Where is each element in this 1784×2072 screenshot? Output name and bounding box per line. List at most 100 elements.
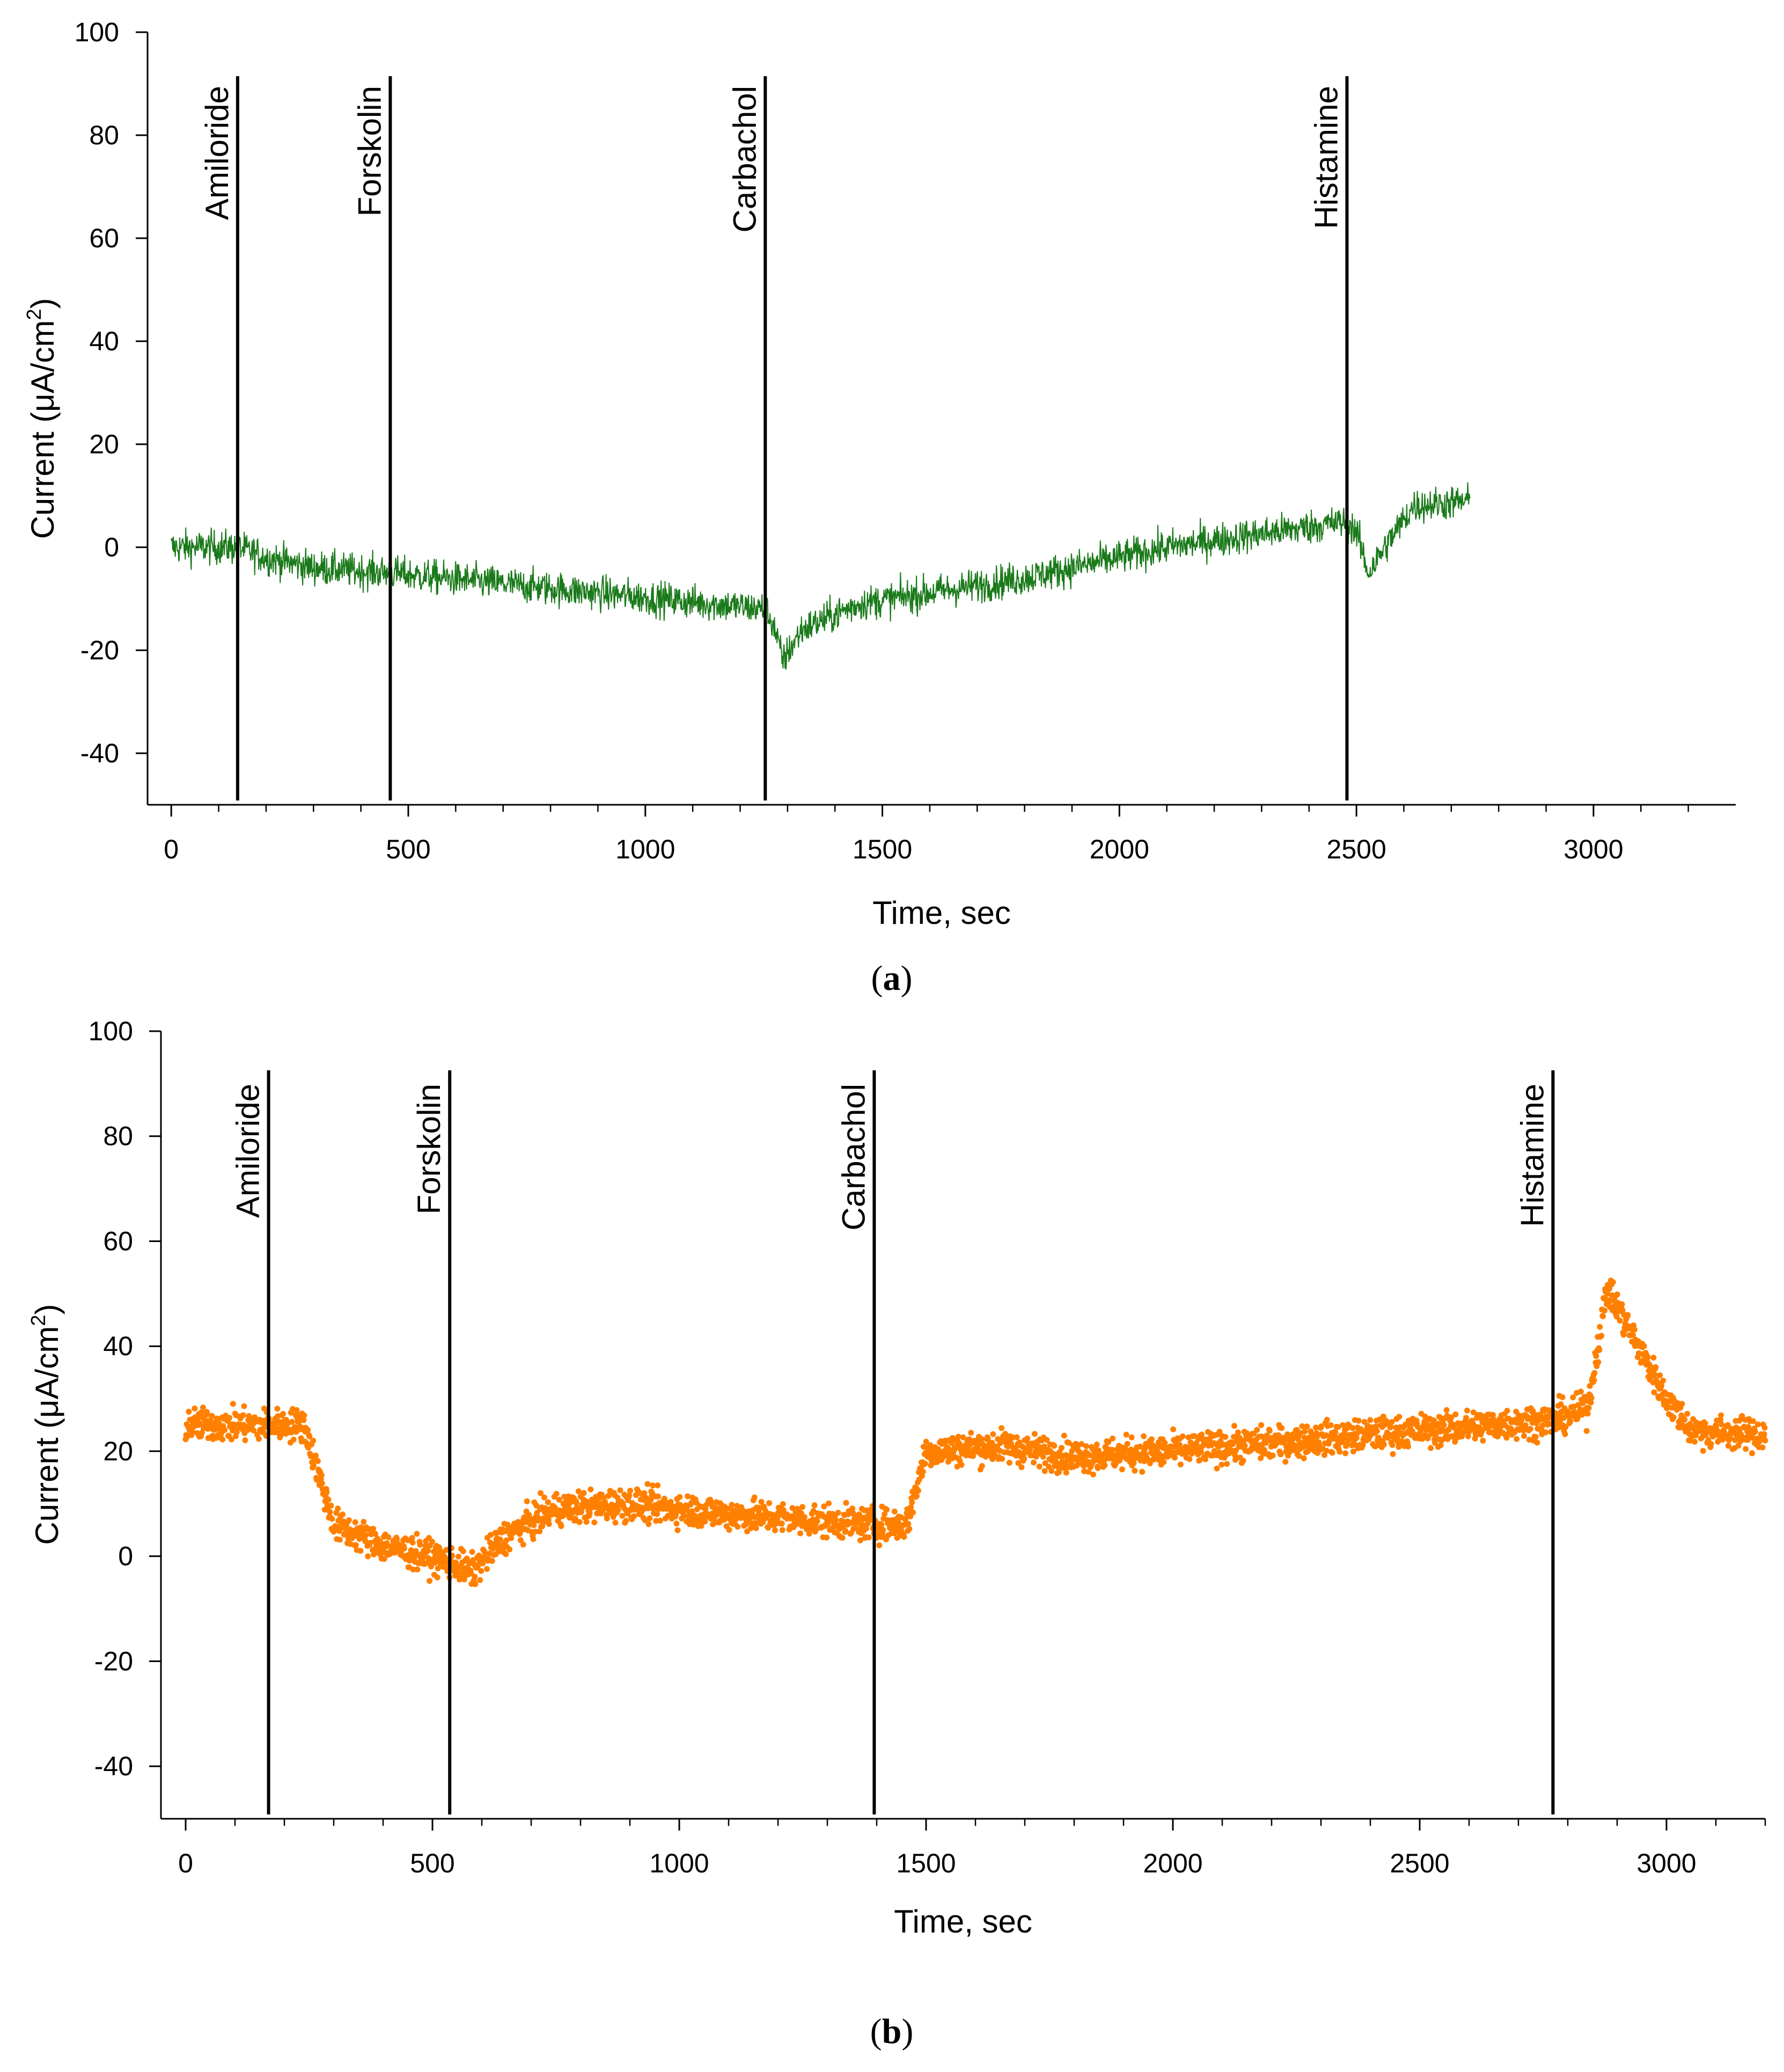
series-point <box>1539 1422 1546 1429</box>
series-point <box>1199 1431 1205 1438</box>
series-point <box>545 1499 551 1505</box>
series-point <box>1090 1471 1096 1478</box>
series-point <box>1240 1458 1246 1464</box>
series-point <box>280 1410 287 1417</box>
series-point <box>541 1494 547 1501</box>
series-point <box>596 1496 602 1502</box>
series-point <box>901 1534 907 1540</box>
series-point <box>677 1494 683 1500</box>
series-point <box>189 1429 196 1435</box>
series-point <box>623 1518 629 1524</box>
series-point <box>999 1425 1005 1431</box>
y-tick-label: -40 <box>80 738 119 768</box>
x-tick-label: 0 <box>164 834 179 864</box>
series-point <box>340 1511 346 1518</box>
series-point <box>1389 1442 1396 1448</box>
series-point <box>1480 1437 1486 1444</box>
series-point <box>1327 1422 1334 1428</box>
series-point <box>1660 1377 1666 1384</box>
series-point <box>1110 1435 1116 1442</box>
series-point <box>1754 1421 1761 1428</box>
series-point <box>1196 1457 1203 1464</box>
series-point <box>1318 1423 1324 1430</box>
series-point <box>880 1526 886 1533</box>
series-point <box>588 1486 594 1493</box>
series-point <box>753 1525 759 1531</box>
series-point <box>1299 1423 1305 1429</box>
series-point <box>878 1522 885 1527</box>
series-point <box>1651 1389 1657 1395</box>
series-point <box>503 1551 509 1557</box>
series-point <box>1396 1414 1403 1420</box>
series-point <box>1600 1313 1606 1319</box>
series-point <box>902 1516 909 1522</box>
series-point <box>569 1511 575 1517</box>
series-point <box>1048 1468 1055 1474</box>
series-point <box>1177 1461 1184 1468</box>
series-point <box>1128 1434 1135 1441</box>
x-tick-label: 1000 <box>615 834 675 864</box>
series-point <box>1658 1383 1665 1389</box>
series-point <box>1503 1435 1510 1441</box>
y-tick-label: 0 <box>118 1541 133 1571</box>
series-point <box>1335 1424 1341 1430</box>
series-point <box>1018 1464 1025 1471</box>
x-tick-label: 2500 <box>1327 834 1386 864</box>
series-point <box>537 1528 543 1534</box>
series-point <box>615 1507 621 1513</box>
series-point <box>274 1406 281 1412</box>
series-point <box>1752 1428 1758 1435</box>
series-point <box>1432 1439 1438 1446</box>
series-point <box>1083 1443 1090 1449</box>
series-point <box>591 1519 598 1526</box>
series-point <box>367 1540 373 1546</box>
x-tick-label: 2000 <box>1143 1848 1202 1878</box>
series-point <box>1610 1279 1616 1285</box>
series-point <box>920 1468 926 1475</box>
series-point <box>1465 1433 1471 1439</box>
event-label: Forskolin <box>351 86 387 216</box>
y-tick-label: -40 <box>94 1751 133 1781</box>
series-point <box>328 1502 334 1509</box>
series-point <box>517 1537 524 1544</box>
series-point <box>324 1489 330 1495</box>
series-point <box>606 1492 612 1498</box>
series-point <box>849 1505 856 1512</box>
series-point <box>922 1460 928 1467</box>
y-tick-label: 40 <box>103 1331 133 1361</box>
series-point <box>1279 1425 1285 1431</box>
series-point <box>909 1499 915 1505</box>
y-tick-label: 80 <box>103 1121 133 1151</box>
series-point <box>1179 1433 1186 1439</box>
series-point <box>1390 1451 1396 1457</box>
series-point <box>747 1525 754 1531</box>
series-point <box>1630 1332 1636 1338</box>
series-point <box>1717 1416 1724 1423</box>
series-point <box>310 1437 317 1444</box>
series-point <box>1514 1436 1520 1442</box>
series-point <box>968 1430 974 1436</box>
series-point <box>1162 1439 1168 1446</box>
series-point <box>1761 1431 1767 1437</box>
y-tick-label: 20 <box>103 1436 133 1466</box>
series-point <box>1355 1417 1362 1424</box>
y-tick-label: -20 <box>80 635 119 665</box>
event-label: Amiloride <box>199 86 235 220</box>
series-point <box>381 1556 387 1562</box>
series-point <box>538 1490 544 1496</box>
y-tick-label: 80 <box>89 120 119 150</box>
series-point <box>797 1530 804 1537</box>
series-point <box>470 1557 476 1563</box>
y-tick-label: 100 <box>89 1016 133 1046</box>
series-point <box>1046 1464 1052 1470</box>
panel-caption-a: (a) <box>871 959 913 998</box>
series-point <box>1235 1429 1241 1436</box>
series-point <box>1588 1399 1594 1406</box>
series-point <box>1242 1443 1248 1449</box>
series-point <box>1700 1448 1706 1454</box>
series-point <box>487 1532 494 1538</box>
series-point <box>1759 1444 1766 1451</box>
series-point <box>906 1526 913 1532</box>
series-point <box>301 1412 307 1419</box>
panel-a-chart: 0 500 1000 1500 2000 2500 3000 100 80 60 40 20 0 -20 -… <box>23 17 1736 998</box>
